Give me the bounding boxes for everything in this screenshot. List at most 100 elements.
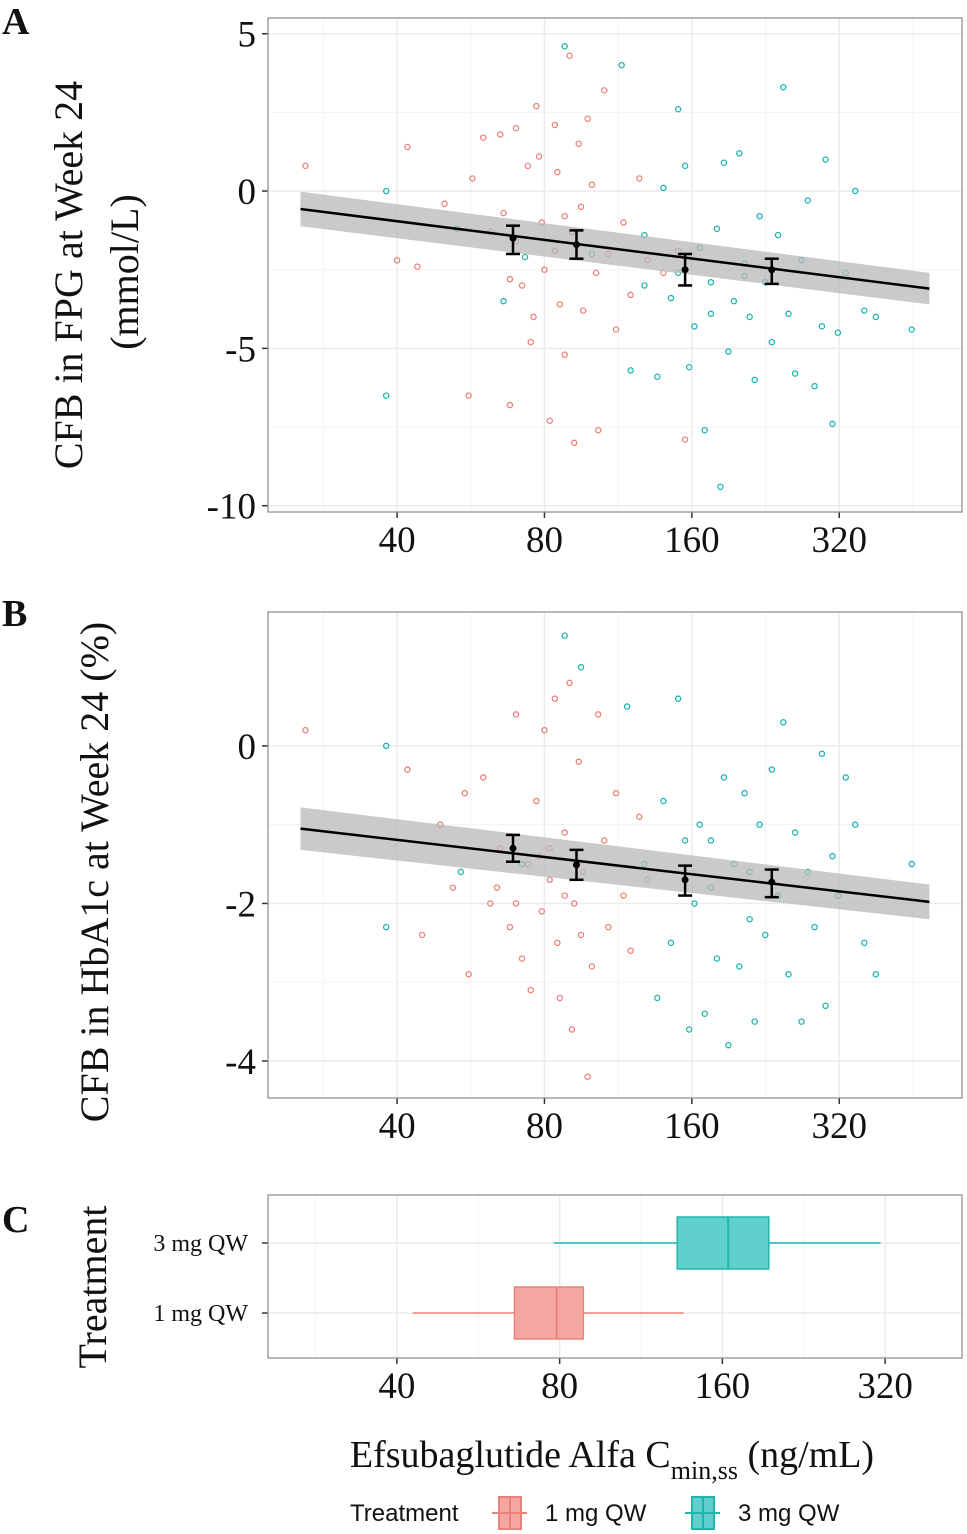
data-point-3mg (741, 789, 748, 797)
data-point-1mg (546, 417, 553, 425)
data-point-3mg (736, 150, 743, 157)
data-point-3mg (851, 821, 859, 828)
data-point-3mg (751, 376, 758, 384)
panel-c-plot: 40 80 160 320 3 mg QW 1 mg QW (153, 1194, 963, 1407)
data-point-1mg (512, 900, 520, 907)
data-point-3mg (811, 382, 818, 390)
binned-mean-point (509, 844, 517, 852)
data-point-3mg (382, 187, 390, 195)
data-point-3mg (811, 923, 818, 931)
data-point-3mg (685, 1026, 693, 1033)
binned-mean-point (768, 878, 776, 886)
data-point-1mg (530, 313, 537, 321)
legend-title: Treatment (350, 1500, 459, 1527)
data-point-3mg (804, 197, 812, 204)
data-point-1mg (527, 986, 534, 994)
data-point-1mg (461, 789, 469, 797)
data-point-3mg (822, 156, 829, 163)
x-title-main: Efsubaglutide Alfa C (350, 1434, 671, 1476)
data-point-3mg (768, 338, 776, 346)
y-tick-label: -5 (225, 329, 256, 370)
data-point-3mg (500, 297, 507, 305)
data-point-1mg (418, 931, 426, 939)
data-point-1mg (570, 900, 578, 907)
panel-letter-b: B (2, 593, 27, 635)
data-point-1mg (551, 121, 559, 129)
y-tick-label: 0 (238, 172, 257, 213)
box-iqr (513, 1286, 585, 1340)
data-point-3mg (798, 1018, 805, 1025)
data-point-1mg (636, 813, 643, 821)
y-category-label: 3 mg QW (153, 1231, 248, 1257)
data-point-1mg (681, 436, 689, 443)
y-tick-label: -4 (225, 1042, 256, 1083)
binned-mean-point (509, 234, 517, 242)
data-point-1mg (541, 266, 548, 273)
data-point-1mg (524, 162, 532, 170)
data-point-1mg (620, 219, 627, 226)
data-point-1mg (575, 140, 582, 148)
data-point-1mg (535, 153, 543, 160)
plot-background (268, 1195, 962, 1358)
data-point-3mg (774, 231, 782, 239)
data-point-3mg (641, 282, 648, 289)
panel-letter-c: C (2, 1199, 29, 1241)
x-tick-label: 80 (526, 1106, 563, 1147)
data-point-3mg (725, 348, 732, 355)
data-point-3mg (908, 860, 915, 868)
data-point-1mg (561, 829, 568, 836)
data-point-3mg (691, 900, 698, 907)
data-point-3mg (822, 1002, 829, 1010)
data-point-3mg (872, 313, 880, 321)
data-point-1mg (594, 426, 602, 434)
data-point-3mg (681, 837, 689, 844)
binned-mean-point (572, 861, 580, 869)
panel-b-plot: 40 80 160 320 0 -2 -4 (225, 611, 963, 1147)
plot-frame (267, 17, 963, 513)
data-point-1mg (556, 301, 564, 308)
y-tick-label: -2 (225, 884, 256, 925)
regression-line (300, 827, 930, 904)
y-tick-label: -10 (207, 487, 256, 528)
data-point-1mg (636, 175, 643, 182)
data-point-1mg (561, 351, 568, 358)
x-axis-title: Efsubaglutide Alfa Cmin,ss (ng/mL) (350, 1434, 874, 1485)
data-point-3mg (829, 852, 836, 860)
data-point-1mg (568, 1026, 576, 1033)
plot-frame (267, 611, 963, 1099)
data-point-1mg (627, 947, 634, 954)
legend-label-3mg: 3 mg QW (738, 1500, 840, 1527)
data-point-3mg (872, 971, 880, 978)
data-point-1mg (506, 923, 514, 931)
data-point-1mg (487, 900, 494, 907)
data-point-1mg (512, 711, 520, 718)
x-tick-label: 320 (811, 520, 867, 561)
panel-a-plot: 40 80 160 320 5 0 -5 -10 (207, 15, 963, 561)
data-point-3mg (382, 742, 390, 750)
data-point-1mg (577, 203, 585, 211)
data-point-3mg (667, 294, 675, 302)
data-point-1mg (500, 209, 507, 217)
data-point-3mg (768, 766, 776, 773)
data-point-3mg (834, 329, 842, 336)
data-point-1mg (527, 338, 534, 346)
legend: Treatment 1 mg QW 3 mg QW (350, 1496, 840, 1530)
x-tick-label: 320 (857, 1366, 913, 1407)
data-point-3mg (851, 187, 859, 195)
data-point-3mg (654, 994, 661, 1002)
data-point-1mg (441, 200, 448, 207)
y-tick-label: 5 (238, 15, 257, 56)
data-point-1mg (533, 797, 540, 805)
data-point-1mg (584, 115, 591, 122)
data-point-3mg (908, 326, 915, 333)
data-point-1mg (605, 923, 612, 931)
data-point-1mg (518, 955, 526, 962)
x-tick-label: 320 (811, 1106, 867, 1147)
data-point-3mg (691, 323, 698, 330)
data-point-3mg (674, 105, 682, 113)
data-point-1mg (584, 1073, 591, 1080)
data-point-3mg (756, 212, 763, 220)
data-point-3mg (746, 313, 753, 321)
panel-b-ylabel: CFB in HbA1c at Week 24 (%) (72, 622, 117, 1122)
data-point-1mg (566, 52, 573, 60)
